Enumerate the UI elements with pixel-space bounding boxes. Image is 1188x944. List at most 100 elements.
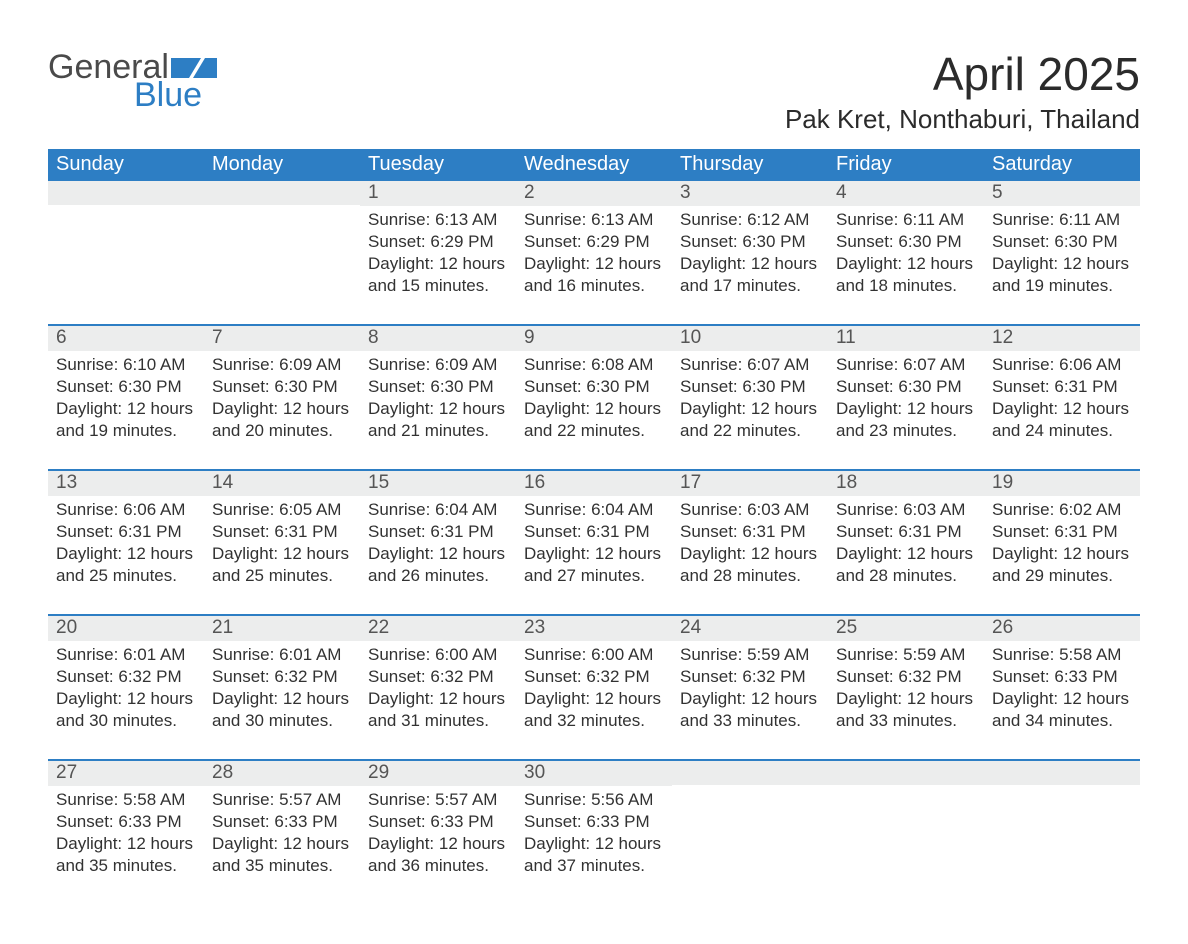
daylight-line: Daylight: 12 hours and 19 minutes. (56, 398, 196, 442)
date-number: 10 (672, 326, 828, 351)
date-number: 9 (516, 326, 672, 351)
sunrise-line: Sunrise: 6:06 AM (56, 499, 196, 521)
daylight-line: Daylight: 12 hours and 34 minutes. (992, 688, 1132, 732)
logo: General Blue (48, 50, 217, 112)
date-number (672, 761, 828, 785)
daylight-line: Daylight: 12 hours and 25 minutes. (56, 543, 196, 587)
day-header: Sunday (48, 149, 204, 181)
sunset-line: Sunset: 6:30 PM (836, 376, 976, 398)
day-cell: Sunrise: 6:07 AMSunset: 6:30 PMDaylight:… (828, 351, 984, 469)
daylight-line: Daylight: 12 hours and 37 minutes. (524, 833, 664, 877)
daylight-line: Daylight: 12 hours and 36 minutes. (368, 833, 508, 877)
sunset-line: Sunset: 6:33 PM (212, 811, 352, 833)
date-number: 21 (204, 616, 360, 641)
day-cell: Sunrise: 5:58 AMSunset: 6:33 PMDaylight:… (48, 786, 204, 904)
day-cell: Sunrise: 6:04 AMSunset: 6:31 PMDaylight:… (516, 496, 672, 614)
date-row: 20212223242526 (48, 616, 1140, 641)
daylight-line: Daylight: 12 hours and 35 minutes. (56, 833, 196, 877)
daylight-line: Daylight: 12 hours and 30 minutes. (212, 688, 352, 732)
date-number: 27 (48, 761, 204, 786)
daylight-line: Daylight: 12 hours and 18 minutes. (836, 253, 976, 297)
day-cell: Sunrise: 5:57 AMSunset: 6:33 PMDaylight:… (360, 786, 516, 904)
daylight-line: Daylight: 12 hours and 22 minutes. (680, 398, 820, 442)
date-number: 13 (48, 471, 204, 496)
daylight-line: Daylight: 12 hours and 16 minutes. (524, 253, 664, 297)
sunrise-line: Sunrise: 6:00 AM (524, 644, 664, 666)
sunrise-line: Sunrise: 6:03 AM (680, 499, 820, 521)
day-cell: Sunrise: 6:03 AMSunset: 6:31 PMDaylight:… (828, 496, 984, 614)
day-cell: Sunrise: 6:07 AMSunset: 6:30 PMDaylight:… (672, 351, 828, 469)
sunset-line: Sunset: 6:30 PM (680, 231, 820, 253)
day-body-row: Sunrise: 6:01 AMSunset: 6:32 PMDaylight:… (48, 641, 1140, 759)
day-cell: Sunrise: 6:04 AMSunset: 6:31 PMDaylight:… (360, 496, 516, 614)
day-cell: Sunrise: 5:58 AMSunset: 6:33 PMDaylight:… (984, 641, 1140, 759)
sunset-line: Sunset: 6:33 PM (368, 811, 508, 833)
day-cell (672, 786, 828, 896)
day-cell: Sunrise: 6:09 AMSunset: 6:30 PMDaylight:… (360, 351, 516, 469)
date-number: 17 (672, 471, 828, 496)
sunset-line: Sunset: 6:33 PM (56, 811, 196, 833)
date-number (828, 761, 984, 785)
day-body-row: Sunrise: 6:06 AMSunset: 6:31 PMDaylight:… (48, 496, 1140, 614)
sunset-line: Sunset: 6:31 PM (680, 521, 820, 543)
sunset-line: Sunset: 6:32 PM (524, 666, 664, 688)
day-header: Monday (204, 149, 360, 181)
date-row: 27282930 (48, 761, 1140, 786)
day-cell: Sunrise: 6:00 AMSunset: 6:32 PMDaylight:… (360, 641, 516, 759)
daylight-line: Daylight: 12 hours and 29 minutes. (992, 543, 1132, 587)
date-number: 6 (48, 326, 204, 351)
sunrise-line: Sunrise: 6:06 AM (992, 354, 1132, 376)
sunrise-line: Sunrise: 5:56 AM (524, 789, 664, 811)
sunrise-line: Sunrise: 6:09 AM (212, 354, 352, 376)
date-number (984, 761, 1140, 785)
sunset-line: Sunset: 6:31 PM (56, 521, 196, 543)
sunrise-line: Sunrise: 5:59 AM (680, 644, 820, 666)
sunrise-line: Sunrise: 6:11 AM (992, 209, 1132, 231)
daylight-line: Daylight: 12 hours and 31 minutes. (368, 688, 508, 732)
daylight-line: Daylight: 12 hours and 21 minutes. (368, 398, 508, 442)
header-bar: General Blue April 2025 Pak Kret, Nontha… (48, 50, 1140, 135)
sunrise-line: Sunrise: 6:09 AM (368, 354, 508, 376)
sunrise-line: Sunrise: 6:04 AM (368, 499, 508, 521)
sunrise-line: Sunrise: 6:01 AM (56, 644, 196, 666)
day-cell: Sunrise: 6:01 AMSunset: 6:32 PMDaylight:… (48, 641, 204, 759)
date-number: 22 (360, 616, 516, 641)
sunset-line: Sunset: 6:29 PM (368, 231, 508, 253)
date-number: 19 (984, 471, 1140, 496)
sunrise-line: Sunrise: 5:58 AM (992, 644, 1132, 666)
date-number: 2 (516, 181, 672, 206)
date-number: 25 (828, 616, 984, 641)
day-cell: Sunrise: 6:09 AMSunset: 6:30 PMDaylight:… (204, 351, 360, 469)
calendar-page: General Blue April 2025 Pak Kret, Nontha… (0, 0, 1188, 944)
date-number: 7 (204, 326, 360, 351)
location-subtitle: Pak Kret, Nonthaburi, Thailand (785, 104, 1140, 135)
daylight-line: Daylight: 12 hours and 28 minutes. (836, 543, 976, 587)
day-body-row: Sunrise: 6:13 AMSunset: 6:29 PMDaylight:… (48, 206, 1140, 324)
sunset-line: Sunset: 6:30 PM (368, 376, 508, 398)
date-number: 14 (204, 471, 360, 496)
sunrise-line: Sunrise: 5:58 AM (56, 789, 196, 811)
daylight-line: Daylight: 12 hours and 24 minutes. (992, 398, 1132, 442)
date-number: 20 (48, 616, 204, 641)
sunset-line: Sunset: 6:31 PM (368, 521, 508, 543)
sunrise-line: Sunrise: 5:59 AM (836, 644, 976, 666)
title-block: April 2025 Pak Kret, Nonthaburi, Thailan… (785, 50, 1140, 135)
date-number: 11 (828, 326, 984, 351)
sunset-line: Sunset: 6:33 PM (992, 666, 1132, 688)
sunset-line: Sunset: 6:31 PM (836, 521, 976, 543)
daylight-line: Daylight: 12 hours and 30 minutes. (56, 688, 196, 732)
daylight-line: Daylight: 12 hours and 19 minutes. (992, 253, 1132, 297)
date-row: 13141516171819 (48, 471, 1140, 496)
date-number: 24 (672, 616, 828, 641)
sunset-line: Sunset: 6:30 PM (524, 376, 664, 398)
sunset-line: Sunset: 6:32 PM (212, 666, 352, 688)
sunset-line: Sunset: 6:31 PM (992, 521, 1132, 543)
date-row: 6789101112 (48, 326, 1140, 351)
calendar-table: Sunday Monday Tuesday Wednesday Thursday… (48, 149, 1140, 904)
date-number: 16 (516, 471, 672, 496)
sunrise-line: Sunrise: 6:08 AM (524, 354, 664, 376)
date-number: 12 (984, 326, 1140, 351)
day-cell (984, 786, 1140, 896)
day-cell (48, 206, 204, 316)
date-number: 18 (828, 471, 984, 496)
